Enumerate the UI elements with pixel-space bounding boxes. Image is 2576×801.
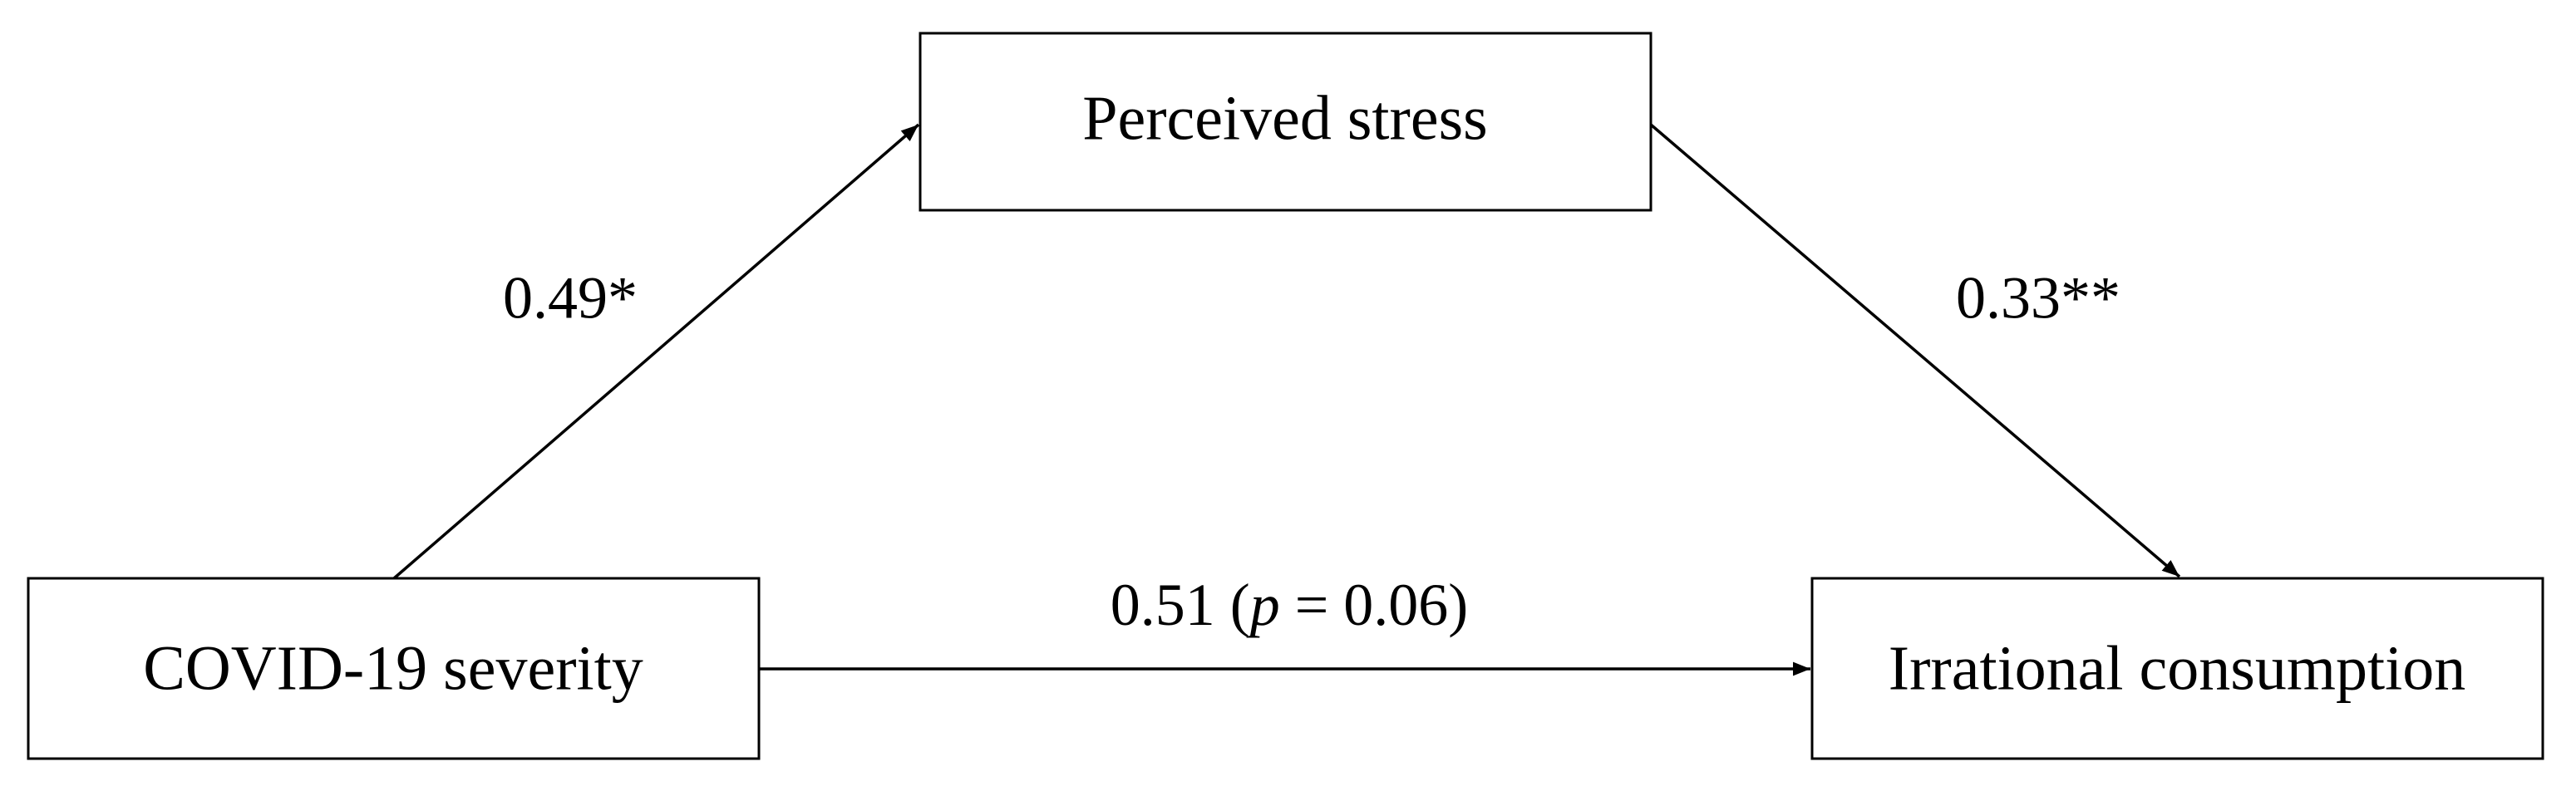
node-box [27,577,761,760]
edge-label-part: = 0.06) [1280,572,1469,638]
arrow-b [1649,123,2181,578]
arrow-a [392,123,920,580]
node-box [919,32,1652,212]
edge-label-part: p [1246,572,1280,638]
node-box [1810,577,2544,760]
node-label: Irrational consumption [1889,633,2465,703]
node-label: COVID-19 severity [143,633,643,703]
node-label: Perceived stress [1082,83,1488,153]
edge-label: 0.33** [1956,265,2120,332]
edge-label: 0.51 (p = 0.06) [1111,572,1469,638]
edge-label: 0.49* [503,265,638,332]
edge-label-part: 0.51 ( [1111,572,1250,638]
